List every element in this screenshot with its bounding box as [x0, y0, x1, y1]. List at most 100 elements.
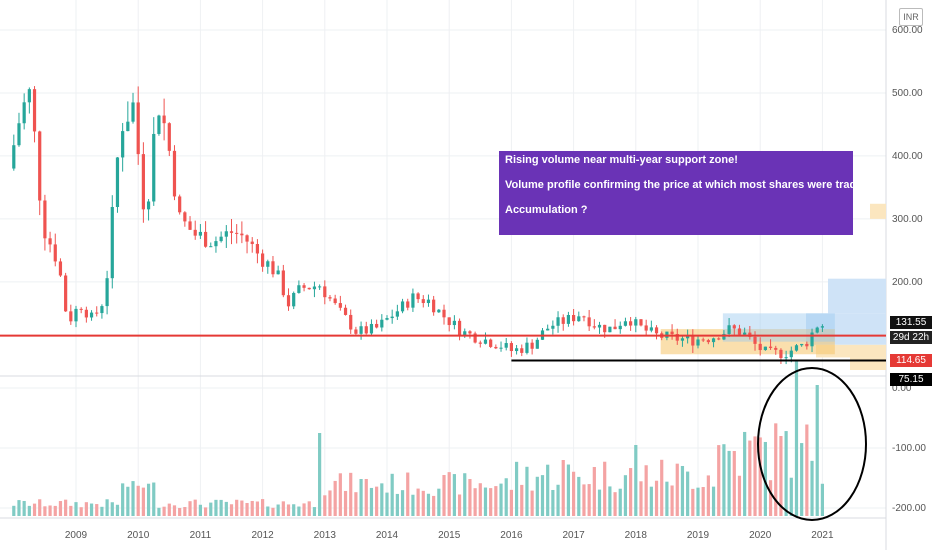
candle-body — [53, 244, 57, 262]
volume-bar — [229, 504, 234, 516]
candle-body — [701, 339, 705, 341]
volume-bar — [183, 507, 187, 516]
volume-bar — [530, 490, 534, 516]
x-tick-label: 2011 — [190, 530, 212, 541]
price-tick-label: 300.00 — [892, 214, 923, 225]
volume-bar — [121, 483, 125, 516]
volume-bar — [136, 485, 140, 516]
candle-body — [162, 115, 166, 124]
volume-bar — [286, 504, 291, 516]
candle-body — [349, 314, 353, 330]
candle-body — [58, 261, 63, 276]
volume-bar — [307, 501, 311, 516]
price-axis[interactable]: 600.00 500.00 400.00 300.00 200.00 — [892, 25, 923, 288]
volume-bar — [178, 507, 182, 516]
value-area — [660, 329, 835, 355]
volume-bar — [323, 495, 327, 516]
volume-bar — [146, 483, 151, 516]
candle-body — [307, 287, 311, 290]
candle-body — [224, 231, 228, 237]
volume-bar — [79, 507, 83, 516]
volume-bar — [271, 507, 275, 516]
volume-profile-row — [828, 278, 886, 314]
volume-bar — [58, 501, 63, 516]
volume-tick-label: 0.00 — [892, 383, 912, 394]
candle-body — [261, 253, 265, 267]
candle-body — [711, 338, 716, 343]
volume-bar — [468, 479, 472, 516]
candle-body — [483, 339, 488, 344]
volume-bar — [193, 499, 197, 516]
candle-body — [375, 323, 379, 328]
volume-bar — [411, 494, 415, 516]
price-tick-label: 600.00 — [892, 25, 923, 36]
candle-body — [820, 326, 824, 328]
candle-body — [43, 200, 47, 239]
volume-bar — [478, 483, 482, 516]
volume-bar — [691, 488, 695, 516]
candle-body — [426, 299, 431, 304]
volume-bar — [69, 505, 73, 516]
candle-body — [639, 319, 643, 326]
volume-bar — [266, 506, 270, 516]
volume-bar — [380, 483, 384, 516]
candle-body — [649, 327, 653, 331]
volume-bar — [100, 506, 104, 516]
volume-bar — [463, 473, 467, 516]
candle-body — [146, 201, 151, 210]
candle-body — [509, 343, 513, 352]
candle-body — [292, 292, 296, 307]
candle-body — [520, 348, 524, 353]
annotation-line-3: Accumulation ? — [505, 204, 588, 216]
currency-badge[interactable]: INR — [899, 8, 923, 26]
candle-body — [178, 196, 182, 213]
countdown-value: 29d 22h — [892, 331, 930, 343]
volume-bar — [281, 501, 285, 516]
candle-body — [608, 326, 612, 333]
candle-body — [219, 236, 223, 242]
volume-bar — [432, 495, 436, 516]
volume-axis: 0.00 -100.00 -200.00 — [892, 383, 926, 514]
price-tick-label: 400.00 — [892, 151, 923, 162]
volume-bar — [105, 499, 109, 516]
volume-bar — [292, 504, 296, 516]
volume-bar — [203, 507, 208, 516]
candle-body — [255, 244, 260, 254]
candle-body — [100, 306, 104, 314]
candle-body — [732, 325, 736, 329]
volume-bar — [546, 464, 550, 516]
volume-bar — [416, 488, 420, 516]
volume-bar — [452, 474, 456, 516]
x-tick-label: 2010 — [127, 530, 150, 541]
candle-body — [572, 315, 576, 322]
volume-bar — [727, 450, 731, 516]
candle-body — [566, 315, 571, 324]
candle-body — [214, 241, 218, 247]
candle-body — [696, 339, 700, 346]
candle-body — [354, 329, 358, 334]
current-price-tag: 131.55 — [890, 315, 932, 329]
candle-body — [343, 307, 348, 315]
volume-bar — [696, 487, 700, 516]
candle-body — [737, 328, 742, 335]
volume-bar — [126, 486, 130, 516]
candle-body — [286, 295, 291, 307]
volume-bar — [810, 460, 814, 516]
volume-bar — [686, 471, 690, 516]
volume-bar — [400, 490, 405, 516]
candle-body — [577, 316, 581, 322]
candle-body — [489, 339, 493, 347]
candle-countdown-tag: 29d 22h — [890, 330, 932, 344]
volume-bar — [514, 461, 519, 516]
candle-body — [535, 339, 539, 349]
volume-bar — [494, 486, 498, 516]
volume-bar — [297, 506, 301, 516]
candle-body — [89, 312, 94, 318]
x-tick-label: 2021 — [811, 530, 834, 541]
candle-body — [784, 357, 788, 359]
volume-bar — [535, 476, 539, 516]
volume-bar — [131, 481, 135, 516]
candle-body — [69, 311, 73, 322]
volume-bar — [623, 475, 628, 516]
